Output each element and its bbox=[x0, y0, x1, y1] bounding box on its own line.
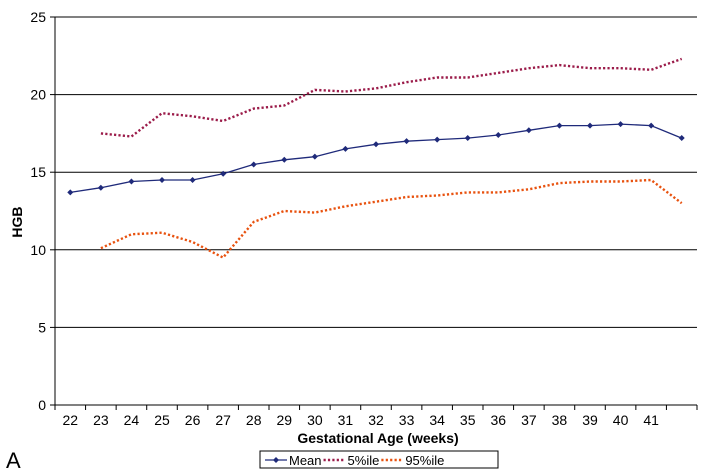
y-axis-ticks: 0 5 10 15 20 25 bbox=[30, 9, 55, 413]
legend-label-1: 5%ile bbox=[348, 453, 380, 468]
y-tick-label: 10 bbox=[30, 242, 46, 258]
gridlines bbox=[55, 16, 697, 328]
data-point bbox=[403, 138, 410, 145]
axes bbox=[54, 17, 697, 406]
y-tick-label: 20 bbox=[30, 87, 46, 103]
y-tick-label: 0 bbox=[38, 397, 46, 413]
legend-label-0: Mean bbox=[289, 453, 322, 468]
x-axis-title: Gestational Age (weeks) bbox=[297, 430, 458, 446]
series-layer bbox=[67, 57, 685, 260]
x-tick-label: 36 bbox=[490, 412, 506, 428]
x-tick-label: 24 bbox=[124, 412, 140, 428]
data-point bbox=[97, 184, 104, 191]
data-point bbox=[678, 135, 685, 142]
legend: Mean 5%ile 95%ile bbox=[259, 450, 499, 469]
y-tick-label: 25 bbox=[30, 9, 46, 25]
x-tick-label: 22 bbox=[62, 412, 78, 428]
x-tick-label: 27 bbox=[215, 412, 231, 428]
y-tick-label: 5 bbox=[38, 319, 46, 335]
x-tick-label: 39 bbox=[582, 412, 598, 428]
series-line-2 bbox=[100, 178, 683, 260]
legend-marker bbox=[273, 457, 279, 463]
x-tick-label: 34 bbox=[429, 412, 445, 428]
data-point bbox=[525, 127, 532, 134]
x-tick-label: 41 bbox=[643, 412, 659, 428]
data-point bbox=[250, 161, 257, 168]
x-tick-label: 33 bbox=[399, 412, 415, 428]
x-tick-label: 38 bbox=[552, 412, 568, 428]
x-axis-ticks: 22 23 24 25 26 27 28 29 30 31 32 33 34 35 36 37 38 39 40 41 bbox=[54, 405, 698, 428]
data-point bbox=[556, 122, 563, 129]
x-tick-label: 32 bbox=[368, 412, 384, 428]
x-tick-label: 28 bbox=[246, 412, 262, 428]
data-point bbox=[342, 145, 349, 152]
y-axis-title: HGB bbox=[9, 206, 25, 237]
x-tick-label: 31 bbox=[338, 412, 354, 428]
legend-label-2: 95%ile bbox=[405, 453, 444, 468]
data-point bbox=[587, 122, 593, 129]
panel-label: A bbox=[6, 448, 21, 472]
legend-box bbox=[259, 450, 499, 469]
x-tick-label: 23 bbox=[93, 412, 109, 428]
data-point bbox=[464, 135, 471, 142]
data-point bbox=[159, 176, 165, 183]
x-tick-label: 30 bbox=[307, 412, 323, 428]
data-point bbox=[189, 176, 196, 183]
data-point bbox=[281, 156, 288, 163]
data-point bbox=[617, 121, 624, 128]
x-tick-label: 25 bbox=[154, 412, 170, 428]
y-tick-label: 15 bbox=[30, 164, 46, 180]
x-tick-label: 35 bbox=[460, 412, 476, 428]
data-point bbox=[434, 136, 441, 143]
data-point bbox=[67, 189, 74, 196]
x-tick-label: 37 bbox=[521, 412, 537, 428]
data-point bbox=[220, 170, 227, 177]
data-point bbox=[495, 131, 502, 138]
x-tick-label: 29 bbox=[276, 412, 292, 428]
x-tick-label: 26 bbox=[185, 412, 201, 428]
data-point bbox=[128, 178, 135, 185]
data-point bbox=[373, 141, 379, 148]
x-tick-label: 40 bbox=[613, 412, 629, 428]
series-line-1 bbox=[100, 57, 683, 138]
data-point bbox=[311, 153, 318, 160]
data-point bbox=[648, 122, 655, 129]
